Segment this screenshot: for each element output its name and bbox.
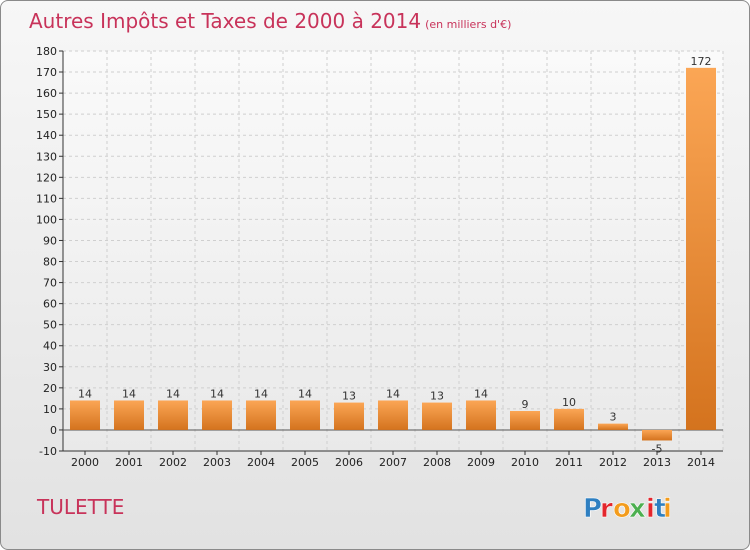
data-label-2012: 3	[610, 411, 617, 424]
y-tick-label: 10	[43, 403, 57, 416]
bar-2001	[114, 400, 144, 430]
y-tick-label: 110	[36, 192, 57, 205]
x-tick-label-2013: 2013	[643, 456, 671, 469]
y-tick-labels: -10 0 10 20 30 40 50 60 70 80 90 100 110 120 130 140 150…	[36, 45, 63, 458]
data-label-2013: -5	[652, 442, 663, 455]
bar-2007	[378, 400, 408, 430]
y-tick-label: -10	[39, 445, 57, 458]
data-label-2006: 13	[342, 390, 356, 403]
proxiti-logo: Pr ox i ti	[583, 494, 673, 525]
logo-letter: o	[613, 494, 631, 524]
y-tick-label: 30	[43, 361, 57, 374]
x-tick-label-2009: 2009	[467, 456, 495, 469]
y-tick-label: 20	[43, 382, 57, 395]
data-label-2001: 14	[122, 387, 136, 400]
data-label-2009: 14	[474, 387, 488, 400]
y-tick-label: 140	[36, 129, 57, 142]
bar-2013	[642, 429, 672, 441]
logo-letter: i	[663, 494, 672, 524]
gridlines	[62, 50, 724, 452]
bar-2014	[686, 67, 716, 430]
bar-2009	[466, 400, 496, 430]
bars	[70, 67, 716, 441]
bar-2012	[598, 423, 628, 430]
plot-background	[63, 51, 723, 451]
y-tick-label: 60	[43, 298, 57, 311]
logo-letter: r	[600, 494, 613, 524]
bar-2005	[290, 400, 320, 430]
chart-title: Autres Impôts et Taxes de 2000 à 2014 (en…	[29, 9, 511, 33]
bar-2002	[158, 400, 188, 430]
commune-name: TULETTE	[37, 495, 125, 519]
data-label-2005: 14	[298, 387, 312, 400]
chart-title-text: Autres Impôts et Taxes de 2000 à 2014	[29, 9, 422, 33]
y-tick-label: 130	[36, 150, 57, 163]
data-label-2014: 172	[691, 55, 712, 68]
y-tick-label: 170	[36, 66, 57, 79]
bar-2003	[202, 400, 232, 430]
data-label-2007: 14	[386, 387, 400, 400]
data-label-2002: 14	[166, 387, 180, 400]
x-tick-label-2002: 2002	[159, 456, 187, 469]
y-tick-label: 180	[36, 45, 57, 58]
plot-area	[63, 51, 723, 451]
y-tick-label: 0	[50, 424, 57, 437]
bar-2000	[70, 400, 100, 430]
x-tick-label-2006: 2006	[335, 456, 363, 469]
x-tick-label-2007: 2007	[379, 456, 407, 469]
bar-2011	[554, 408, 584, 430]
x-tick-label-2000: 2000	[71, 456, 99, 469]
x-tick-label-2004: 2004	[247, 456, 275, 469]
data-label-2003: 14	[210, 387, 224, 400]
chart-subtitle: (en milliers d'€)	[425, 18, 512, 31]
y-tick-label: 120	[36, 171, 57, 184]
bar-2004	[246, 400, 276, 430]
data-label-2010: 9	[522, 398, 529, 411]
data-labels: 14 14 14 14 14 14 13 14 13 14 9 10 3 -5 172	[78, 55, 712, 456]
logo-letter: P	[583, 494, 602, 524]
logo-letter: i	[646, 494, 655, 524]
logo-letter: t	[654, 494, 666, 524]
x-tick-label-2008: 2008	[423, 456, 451, 469]
bar-2010	[510, 411, 540, 430]
x-tick-label-2010: 2010	[511, 456, 539, 469]
y-tick-label: 50	[43, 319, 57, 332]
y-tick-label: 70	[43, 277, 57, 290]
y-tick-label: 100	[36, 213, 57, 226]
bar-2006	[334, 402, 364, 430]
y-tick-label: 160	[36, 87, 57, 100]
data-label-2011: 10	[562, 396, 576, 409]
y-tick-label: 80	[43, 256, 57, 269]
x-tick-label-2001: 2001	[115, 456, 143, 469]
data-label-2004: 14	[254, 387, 268, 400]
x-tick-labels: 2000 2001 2002 2003 2004 2005 2006 2007 2008 2009…	[71, 451, 715, 469]
y-tick-label: 90	[43, 234, 57, 247]
y-tick-label: 40	[43, 340, 57, 353]
x-tick-label-2012: 2012	[599, 456, 627, 469]
data-label-2000: 14	[78, 387, 92, 400]
bar-2008	[422, 402, 452, 430]
data-label-2008: 13	[430, 390, 444, 403]
x-tick-label-2011: 2011	[555, 456, 583, 469]
y-tick-label: 150	[36, 108, 57, 121]
x-tick-label-2014: 2014	[687, 456, 715, 469]
x-tick-label-2005: 2005	[291, 456, 319, 469]
logo-letter: x	[629, 494, 646, 524]
x-tick-label-2003: 2003	[203, 456, 231, 469]
